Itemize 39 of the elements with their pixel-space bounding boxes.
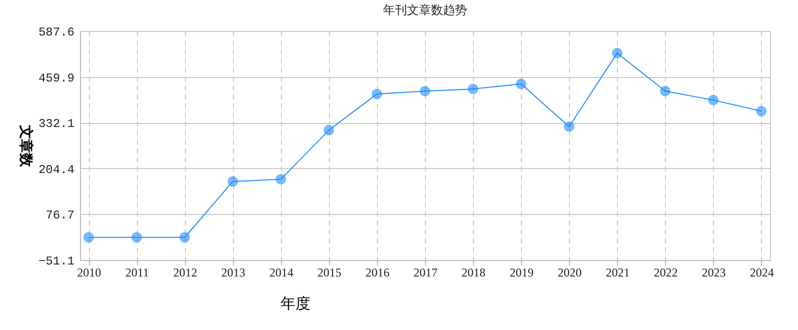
- y-tick-label: 587.6: [38, 26, 74, 40]
- point: [324, 124, 334, 136]
- point: [516, 78, 526, 90]
- point: [564, 121, 574, 132]
- point: [708, 94, 719, 106]
- chart-title: 年刊文章数趋势: [383, 3, 467, 17]
- x-tick-label: 2011: [125, 266, 149, 280]
- x-tick-label: 2020: [558, 266, 582, 280]
- x-tick-label: 2021: [606, 266, 630, 280]
- y-tick-label: 459.9: [38, 71, 74, 86]
- x-tick-label: 2017: [414, 266, 438, 280]
- x-tick-label: 2024: [750, 266, 774, 280]
- x-tick-label: 2014: [269, 266, 294, 280]
- point: [612, 48, 622, 58]
- point: [468, 84, 478, 94]
- y-axis-title: 文章数: [17, 124, 34, 168]
- point: [756, 106, 767, 116]
- x-tick-label: 2022: [654, 266, 678, 280]
- y-tick-label: 204.4: [38, 162, 74, 177]
- point: [660, 86, 670, 96]
- x-tick-label: 2015: [317, 266, 342, 280]
- x-tick-label: 2018: [462, 266, 486, 280]
- y-tick-label: 76.7: [46, 208, 74, 223]
- point: [83, 232, 94, 243]
- x-tick-label: 2023: [702, 266, 726, 280]
- point: [131, 232, 142, 243]
- y-tick-label: −51.1: [38, 254, 74, 268]
- x-tick-label: 2012: [173, 266, 198, 280]
- x-tick-label: 2016: [365, 266, 390, 280]
- point: [180, 232, 190, 243]
- x-tick-label: 2010: [77, 266, 102, 280]
- x-tick-label: 2019: [510, 266, 534, 280]
- point: [276, 174, 286, 185]
- point: [228, 176, 238, 187]
- point: [420, 86, 430, 96]
- y-tick-label: 332.1: [38, 117, 74, 132]
- x-tick-label: 2013: [221, 266, 246, 280]
- x-axis-title: 年度: [280, 294, 310, 312]
- point: [372, 88, 382, 100]
